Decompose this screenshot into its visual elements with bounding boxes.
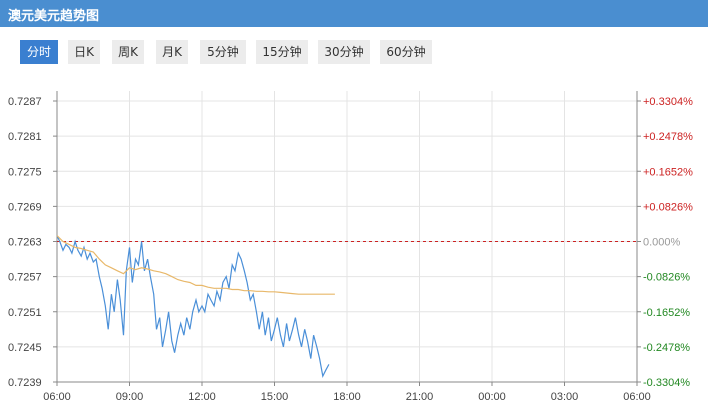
x-tick-label: 18:00 [333,391,361,403]
y-tick-label-left: 0.7287 [8,96,42,108]
tab-minute[interactable]: 分时 [20,40,58,64]
y-tick-label-right: +0.1652% [643,166,693,178]
tick-labels: 0.7287 +0.3304% 0.7281 +0.2478% 0.7275 +0.165… [8,96,693,403]
y-tick-label-left: 0.7281 [8,131,42,143]
chart-header: 澳元美元趋势图 [0,0,708,27]
y-tick-label-left: 0.7257 [8,272,42,284]
y-tick-label-right: 0.000% [643,237,681,249]
tab-60min[interactable]: 60分钟 [380,40,432,64]
x-tick-label: 21:00 [406,391,434,403]
x-tick-label: 12:00 [188,391,216,403]
y-tick-label-right: +0.0826% [643,201,693,213]
x-tick-label: 15:00 [261,391,289,403]
x-tick-label: 06:00 [623,391,651,403]
y-tick-label-right: -0.0826% [643,272,690,284]
y-tick-label-left: 0.7251 [8,307,42,319]
y-tick-label-left: 0.7269 [8,201,42,213]
y-tick-label-right: -0.3304% [643,377,690,389]
x-tick-label: 06:00 [43,391,71,403]
y-tick-label-left: 0.7275 [8,166,42,178]
y-tick-label-left: 0.7245 [8,342,42,354]
y-tick-label-right: -0.1652% [643,307,690,319]
tab-30min[interactable]: 30分钟 [318,40,370,64]
tab-daily-k[interactable]: 日K [68,40,100,64]
tab-weekly-k[interactable]: 周K [112,40,144,64]
tab-5min[interactable]: 5分钟 [200,40,246,64]
tab-monthly-k[interactable]: 月K [156,40,188,64]
series [56,235,637,378]
average-line [56,235,335,295]
tab-15min[interactable]: 15分钟 [256,40,308,64]
chart-title: 澳元美元趋势图 [8,9,100,24]
y-tick-label-left: 0.7239 [8,377,42,389]
x-tick-label: 09:00 [116,391,144,403]
y-tick-label-right: +0.3304% [643,96,693,108]
y-tick-label-right: +0.2478% [643,131,693,143]
y-tick-label-right: -0.2478% [643,342,690,354]
y-tick-label-left: 0.7263 [8,237,42,249]
x-tick-label: 03:00 [551,391,579,403]
grid [56,91,638,383]
x-tick-label: 00:00 [478,391,506,403]
